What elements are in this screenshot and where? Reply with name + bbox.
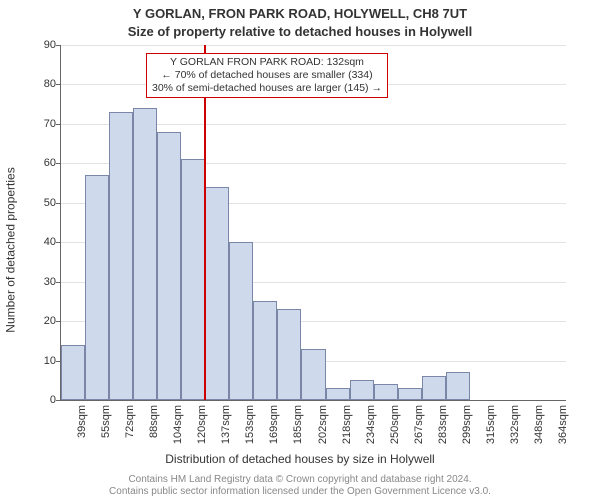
y-tick-mark	[56, 321, 61, 322]
histogram-bar	[85, 175, 109, 400]
annotation-line: ← 70% of detached houses are smaller (33…	[152, 69, 382, 82]
histogram-bar	[277, 309, 301, 400]
histogram-bar	[446, 372, 470, 400]
histogram-bar	[61, 345, 85, 400]
y-axis-label: Number of detached properties	[2, 0, 20, 500]
plot-area: 010203040506070809039sqm55sqm72sqm88sqm1…	[60, 45, 566, 401]
y-tick-label: 60	[0, 157, 56, 169]
footer-line-2: Contains public sector information licen…	[0, 486, 600, 498]
y-tick-mark	[56, 282, 61, 283]
y-tick-label: 50	[0, 197, 56, 209]
y-tick-mark	[56, 203, 61, 204]
annotation-box: Y GORLAN FRON PARK ROAD: 132sqm← 70% of …	[146, 53, 388, 98]
histogram-bar	[133, 108, 157, 400]
histogram-bar	[326, 388, 350, 400]
chart-title: Y GORLAN, FRON PARK ROAD, HOLYWELL, CH8 …	[0, 6, 600, 21]
chart-subtitle: Size of property relative to detached ho…	[0, 24, 600, 39]
annotation-line: Y GORLAN FRON PARK ROAD: 132sqm	[152, 56, 382, 69]
y-tick-mark	[56, 124, 61, 125]
y-tick-label: 80	[0, 78, 56, 90]
histogram-bar	[181, 159, 205, 400]
chart-container: Y GORLAN, FRON PARK ROAD, HOLYWELL, CH8 …	[0, 0, 600, 500]
x-axis-label: Distribution of detached houses by size …	[0, 452, 600, 466]
histogram-bar	[301, 349, 325, 400]
histogram-bar	[398, 388, 422, 400]
histogram-bar	[157, 132, 181, 400]
annotation-line: 30% of semi-detached houses are larger (…	[152, 82, 382, 95]
histogram-bar	[350, 380, 374, 400]
y-tick-label: 90	[0, 39, 56, 51]
y-tick-mark	[56, 45, 61, 46]
y-tick-label: 0	[0, 394, 56, 406]
y-tick-mark	[56, 400, 61, 401]
y-tick-mark	[56, 242, 61, 243]
footer-line-1: Contains HM Land Registry data © Crown c…	[0, 474, 600, 486]
y-tick-mark	[56, 163, 61, 164]
grid-line	[61, 45, 566, 46]
histogram-bar	[253, 301, 277, 400]
y-tick-label: 10	[0, 355, 56, 367]
y-tick-label: 40	[0, 236, 56, 248]
y-tick-label: 70	[0, 118, 56, 130]
histogram-bar	[422, 376, 446, 400]
histogram-bar	[205, 187, 229, 400]
histogram-bar	[229, 242, 253, 400]
y-tick-label: 20	[0, 315, 56, 327]
y-tick-mark	[56, 84, 61, 85]
histogram-bar	[109, 112, 133, 400]
histogram-bar	[374, 384, 398, 400]
y-tick-label: 30	[0, 276, 56, 288]
